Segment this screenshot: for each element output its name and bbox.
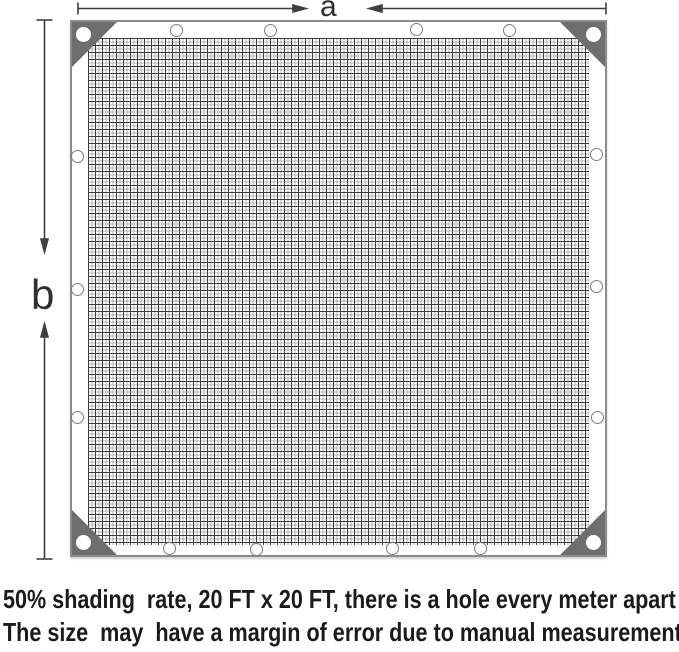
description-line-1: 50% shading rate, 20 FT x 20 FT, there i… (3, 584, 676, 614)
dim-a-right-arrow-icon (292, 3, 310, 14)
shade-net-tarp (70, 20, 607, 557)
grommet-hole (503, 24, 516, 37)
grommet-hole (163, 542, 176, 555)
grommet-hole (71, 283, 84, 296)
grommet-hole (386, 542, 399, 555)
dimension-label-a: a (320, 0, 337, 23)
grommet-hole (410, 23, 423, 36)
corner-grommet-hole (586, 27, 601, 42)
corner-grommet-hole (586, 535, 601, 550)
corner-grommet-hole (76, 535, 91, 550)
mesh-grid (88, 38, 589, 545)
grommet-hole (264, 24, 277, 37)
dim-b-down-arrow-icon (39, 238, 50, 256)
dimension-label-b: b (31, 271, 55, 318)
grommet-hole (591, 411, 604, 424)
grommet-hole (590, 280, 603, 293)
grommet-hole (474, 542, 487, 555)
product-description: 50% shading rate, 20 FT x 20 FT, there i… (3, 583, 679, 649)
description-line-2: The size may have a margin of error due … (3, 617, 679, 647)
corner-grommet-hole (76, 27, 91, 42)
grommet-hole (71, 411, 84, 424)
grommet-hole (170, 24, 183, 37)
grommet-hole (71, 150, 84, 163)
grommet-hole (590, 148, 603, 161)
dim-b-up-arrow-icon (39, 320, 50, 338)
dim-a-left-arrow-icon (365, 3, 383, 14)
grommet-hole (250, 543, 263, 556)
